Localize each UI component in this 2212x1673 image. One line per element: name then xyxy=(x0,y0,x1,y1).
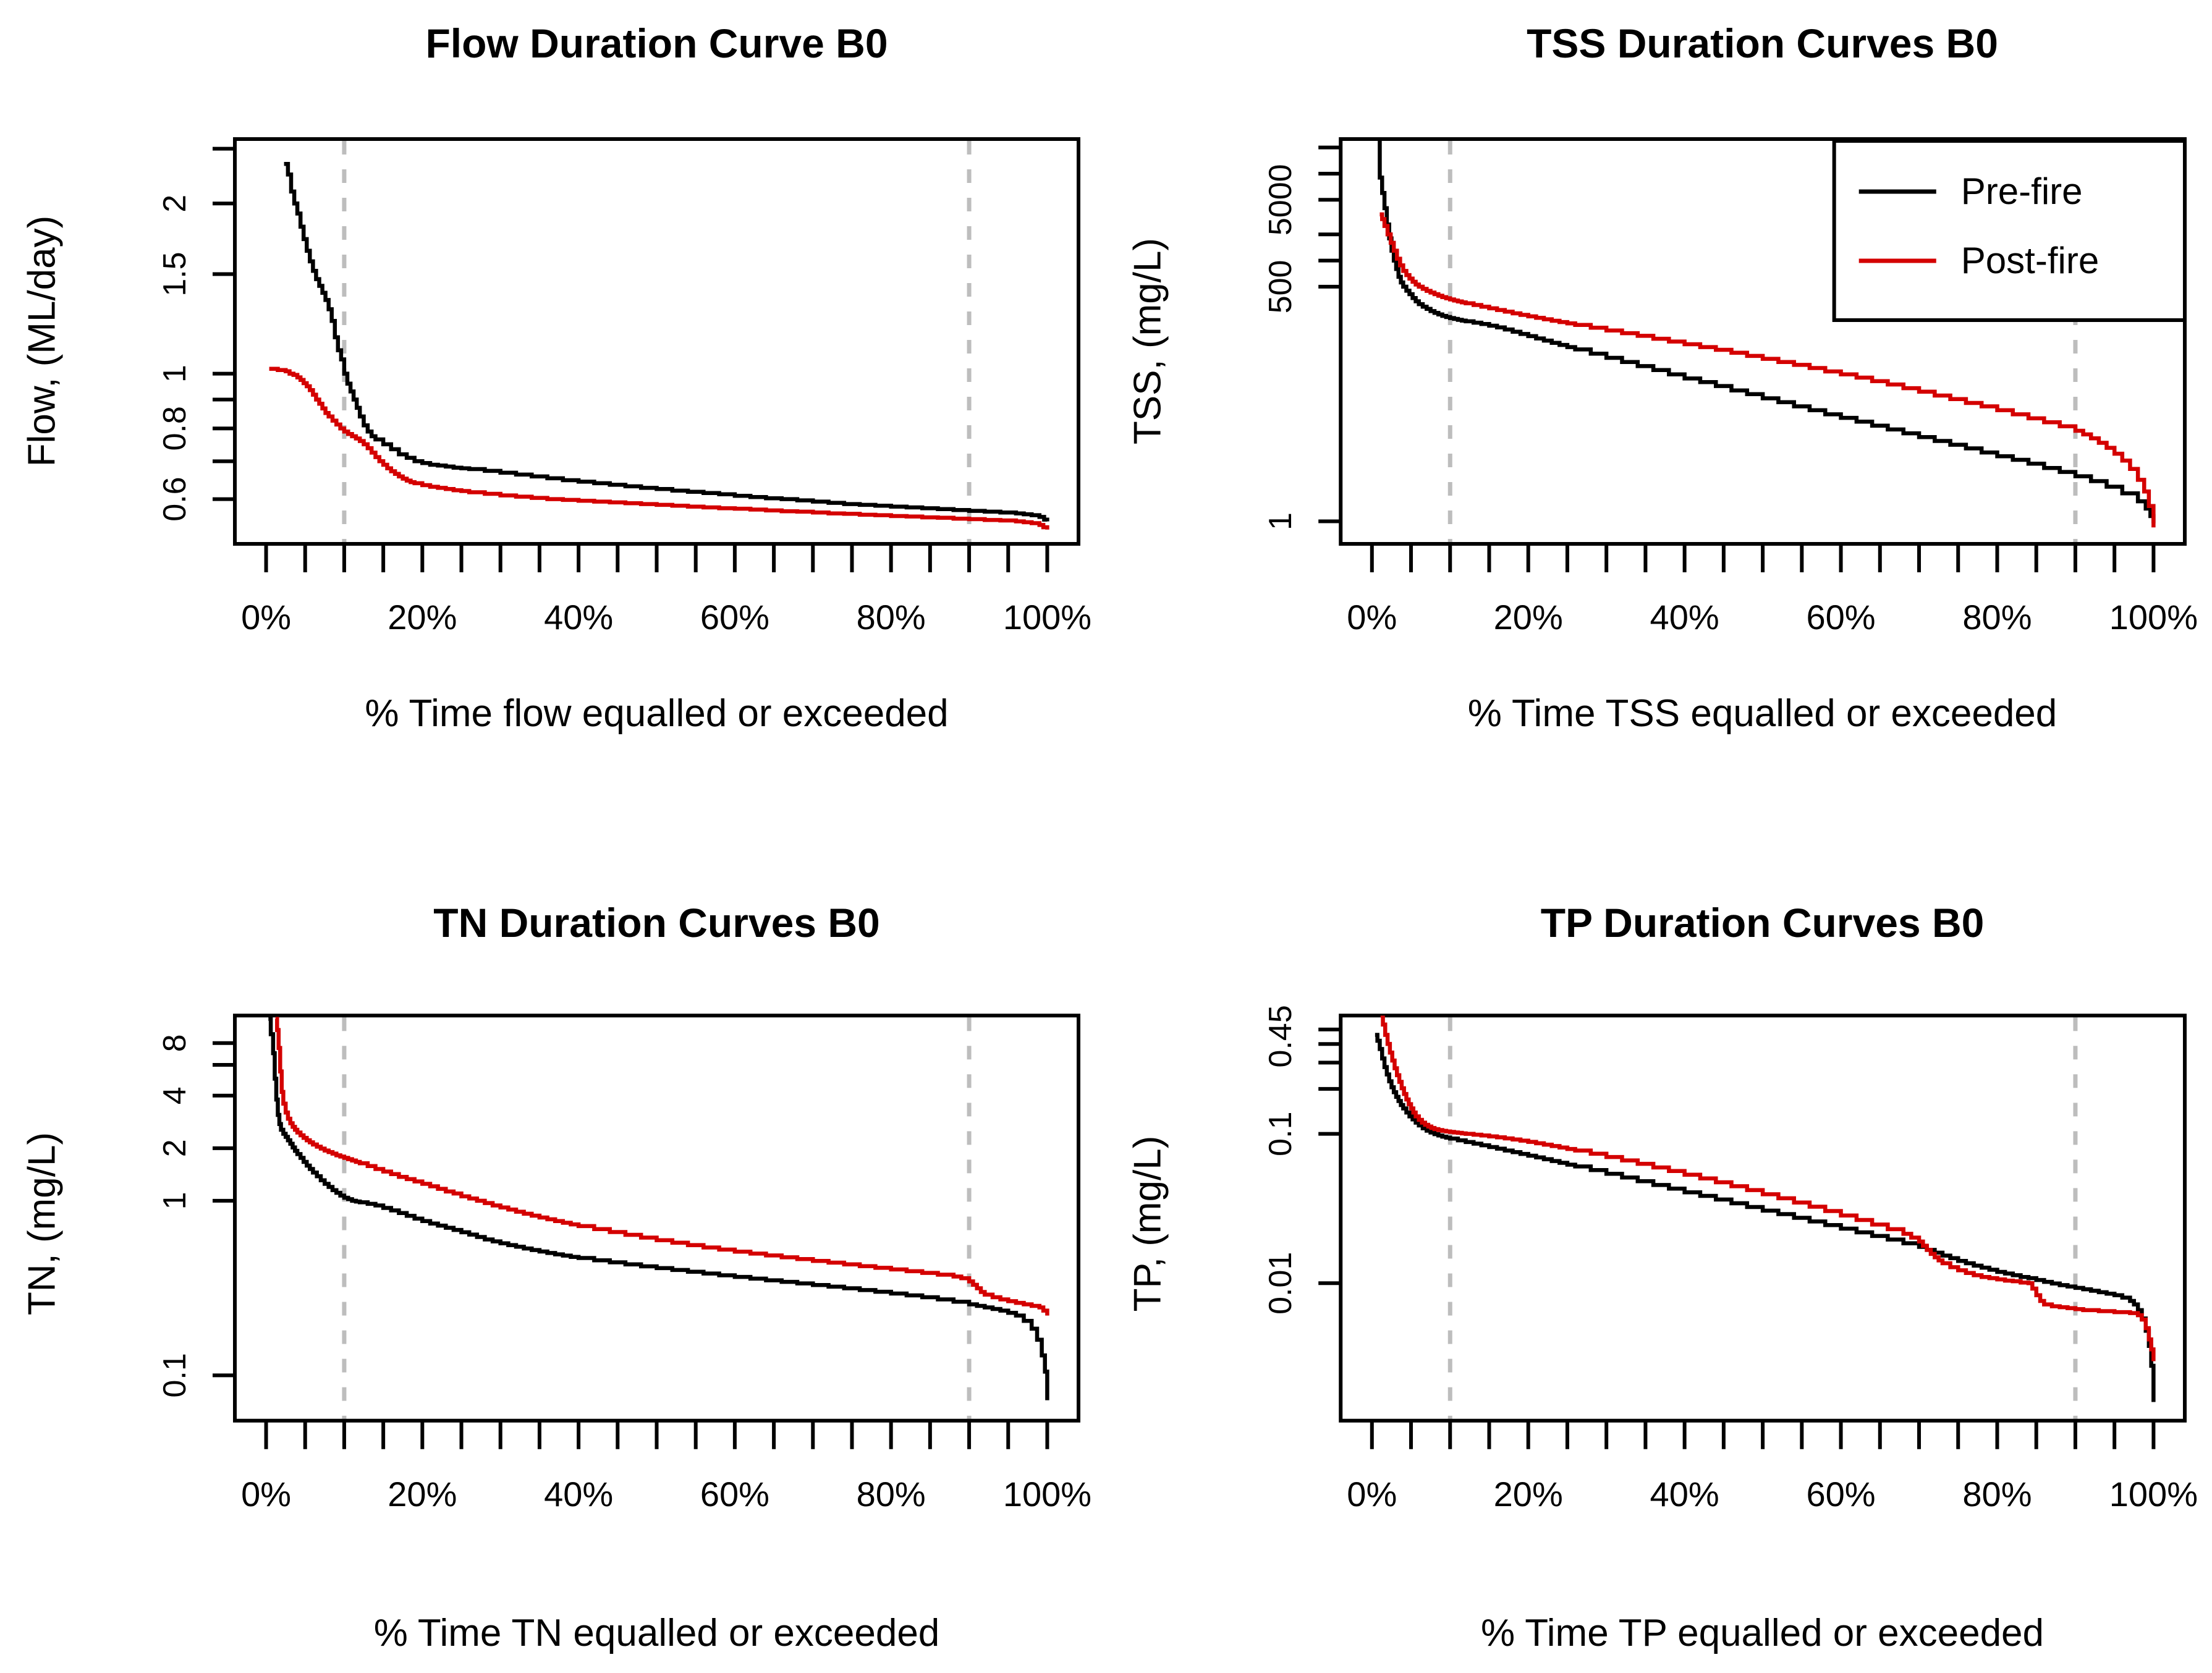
panel-flow: 0% 20% 40% 60% 80% 100% 2 1.5 1 0.8 0.6 Flow Durat… xyxy=(0,0,1106,836)
y-tick-label: 0.1 xyxy=(1263,1111,1299,1156)
y-tick-label: 8 xyxy=(157,1034,193,1052)
y-tick-label: 1 xyxy=(157,1192,193,1209)
plot-box xyxy=(233,137,1080,546)
curve-pre-fire xyxy=(1375,1033,2156,1402)
curve-pre-fire xyxy=(284,161,1049,522)
x-tick-label: 100% xyxy=(1003,1475,1091,1514)
panel-tn: 0% 20% 40% 60% 80% 100% 8 4 2 1 0.1 TN Duration Cu… xyxy=(0,836,1106,1673)
y-tick-label: 0.45 xyxy=(1263,1005,1299,1067)
y-tick-label: 1.5 xyxy=(157,252,193,296)
tp-x-axis-title: % Time TP equalled or exceeded xyxy=(1480,1612,2045,1654)
tp-plot-svg: 0% 20% 40% 60% 80% 100% 0.45 0.1 0.01 xyxy=(1263,1005,2198,1514)
x-tick-label: 0% xyxy=(1347,598,1397,637)
curve-post-fire xyxy=(269,366,1049,530)
plot-box xyxy=(233,1014,1080,1423)
x-tick-label: 80% xyxy=(857,598,926,637)
y-tick-label: 2 xyxy=(157,195,193,213)
x-tick-label: 60% xyxy=(700,1475,769,1514)
x-tick-label: 80% xyxy=(857,1475,926,1514)
y-tick-label: 5000 xyxy=(1263,164,1299,235)
x-tick-label: 40% xyxy=(544,598,613,637)
flow-x-axis-title: % Time flow equalled or exceeded xyxy=(365,692,949,735)
x-tick-label: 100% xyxy=(1003,598,1091,637)
y-tick-label: 2 xyxy=(157,1139,193,1157)
x-tick-label: 20% xyxy=(388,1475,457,1514)
x-tick-label: 60% xyxy=(1806,1475,1875,1514)
x-tick-label: 80% xyxy=(1962,598,2032,637)
y-tick-label: 0.6 xyxy=(157,476,193,521)
x-tick-label: 20% xyxy=(388,598,457,637)
tn-title: TN Duration Curves B0 xyxy=(433,900,880,946)
legend-label: Pre-fire xyxy=(1961,171,2083,212)
flow-y-axis-title: Flow, (ML/day) xyxy=(20,215,64,467)
y-tick-label: 0.1 xyxy=(157,1353,193,1397)
y-tick-label: 1 xyxy=(1263,512,1299,530)
legend-label: Post-fire xyxy=(1961,240,2099,281)
y-tick-label: 4 xyxy=(157,1086,193,1104)
x-tick-label: 40% xyxy=(1650,598,1719,637)
curve-post-fire xyxy=(1379,212,2156,528)
x-tick-label: 60% xyxy=(1806,598,1875,637)
x-tick-label: 80% xyxy=(1962,1475,2032,1514)
tp-title: TP Duration Curves B0 xyxy=(1540,900,1985,946)
plot-box xyxy=(1339,1014,2187,1423)
x-tick-label: 40% xyxy=(1650,1475,1719,1514)
x-tick-label: 40% xyxy=(544,1475,613,1514)
y-tick-label: 1 xyxy=(157,365,193,383)
tss-title: TSS Duration Curves B0 xyxy=(1527,20,1998,66)
x-tick-label: 20% xyxy=(1494,1475,1563,1514)
curve-pre-fire xyxy=(268,1017,1049,1400)
y-tick-label: 0.01 xyxy=(1263,1252,1299,1315)
tp-y-axis-title: TP, (mg/L) xyxy=(1126,1135,1169,1312)
curve-post-fire xyxy=(1380,1015,2156,1362)
x-tick-label: 60% xyxy=(700,598,769,637)
panel-tss: 0% 20% 40% 60% 80% 100% 5000 500 1 Pre-fire Post-f… xyxy=(1106,0,2212,836)
x-tick-label: 0% xyxy=(241,598,291,637)
x-tick-label: 0% xyxy=(1347,1475,1397,1514)
x-tick-label: 20% xyxy=(1494,598,1563,637)
panel-tp: 0% 20% 40% 60% 80% 100% 0.45 0.1 0.01 TP Duratio… xyxy=(1106,836,2212,1673)
tn-x-axis-title: % Time TN equalled or exceeded xyxy=(373,1612,940,1654)
y-tick-label: 0.8 xyxy=(157,406,193,451)
tn-plot-svg: 0% 20% 40% 60% 80% 100% 8 4 2 1 0.1 xyxy=(157,1014,1091,1514)
x-tick-label: 100% xyxy=(2109,598,2198,637)
curve-post-fire xyxy=(275,1017,1049,1316)
flow-plot-svg: 0% 20% 40% 60% 80% 100% 2 1.5 1 0.8 0.6 xyxy=(157,137,1091,637)
y-tick-label: 500 xyxy=(1263,260,1299,314)
tss-x-axis-title: % Time TSS equalled or exceeded xyxy=(1467,692,2057,735)
legend-box xyxy=(1832,139,2187,322)
tn-y-axis-title: TN, (mg/L) xyxy=(20,1132,64,1316)
tss-y-axis-title: TSS, (mg/L) xyxy=(1126,237,1169,445)
x-tick-label: 100% xyxy=(2109,1475,2198,1514)
curve-pre-fire xyxy=(1378,139,2156,523)
tss-plot-svg: 0% 20% 40% 60% 80% 100% 5000 500 1 Pre-fire Post-f… xyxy=(1263,137,2198,637)
flow-title: Flow Duration Curve B0 xyxy=(425,20,888,66)
x-tick-label: 0% xyxy=(241,1475,291,1514)
